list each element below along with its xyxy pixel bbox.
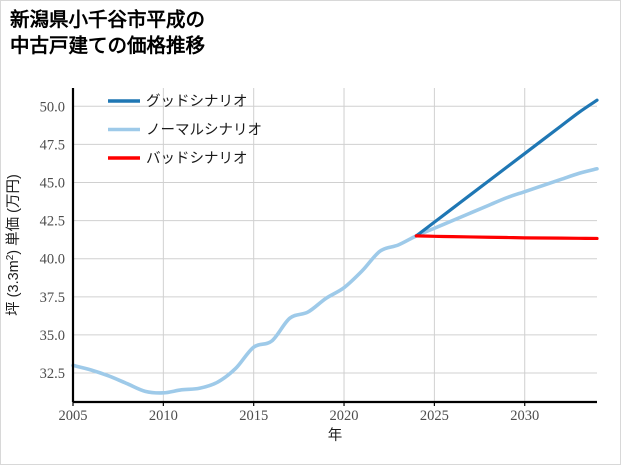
series-line-bad <box>414 234 599 241</box>
y-tick-label: 45.0 <box>40 176 65 192</box>
y-tick-label: 47.5 <box>40 137 65 153</box>
x-tick-labels: 2005 2010 2015 2020 2025 2030 <box>59 408 540 424</box>
x-tick-label: 2010 <box>149 408 178 424</box>
y-tick-label: 40.0 <box>40 252 65 268</box>
x-tick-label: 2020 <box>330 408 359 424</box>
legend-label-bad: バッドシナリオ <box>146 151 248 167</box>
series-line-normal <box>71 166 599 395</box>
y-tick-label: 42.5 <box>40 214 65 230</box>
y-tick-label: 35.0 <box>40 328 65 344</box>
x-tick-label: 2015 <box>239 408 268 424</box>
axis-spines <box>71 88 597 404</box>
legend-label-good: グッドシナリオ <box>146 93 248 110</box>
x-tick-label: 2005 <box>59 408 88 424</box>
x-axis-title: 年 <box>328 427 343 444</box>
x-tick-label: 2025 <box>420 408 449 424</box>
y-tick-labels: 32.5 35.0 37.5 40.0 42.5 45.0 47.5 50.0 <box>40 99 65 382</box>
y-axis-title: 坪 (3.3m2) 単価 (万円) <box>5 174 22 316</box>
y-tick-label: 37.5 <box>40 290 65 306</box>
y-tick-label: 50.0 <box>40 99 65 115</box>
series-lines <box>71 98 599 395</box>
y-tick-label: 32.5 <box>40 366 65 382</box>
x-tick-label: 2030 <box>510 408 539 424</box>
chart-title: 新潟県小千谷市平成の 中古戸建ての価格推移 <box>10 9 206 57</box>
x-tick-marks <box>72 402 526 406</box>
series-line-good <box>414 98 599 238</box>
legend-label-normal: ノーマルシナリオ <box>146 123 262 139</box>
